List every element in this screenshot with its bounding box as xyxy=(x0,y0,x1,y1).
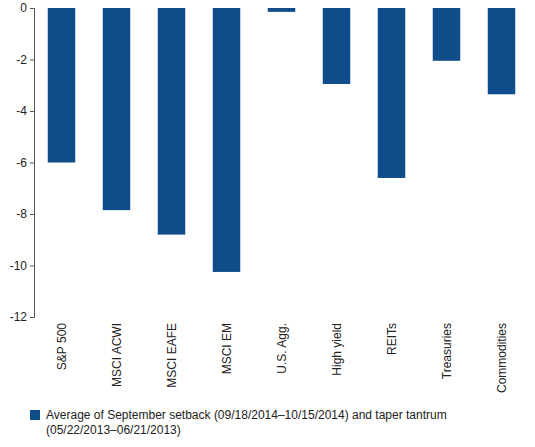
tick-label: S&P 500 xyxy=(55,323,69,370)
bar xyxy=(378,8,406,178)
tick: -2 xyxy=(16,53,34,67)
x-axis: S&P 500 MSCI ACWI MSCI EAFE MSCI EM U.S. Agg… xyxy=(55,317,509,393)
plot: 0 -2 -4 -6 -8 -10 -12 S&P 500 MSCI ACWI MSCI EAFE… xyxy=(10,1,516,393)
bar xyxy=(323,8,351,84)
tick-label: -2 xyxy=(16,53,27,67)
tick: S&P 500 xyxy=(55,317,69,370)
bar xyxy=(488,8,516,94)
bar xyxy=(158,8,186,235)
y-axis: 0 -2 -4 -6 -8 -10 -12 xyxy=(10,1,35,324)
bar xyxy=(48,8,76,163)
tick: U.S. Agg. xyxy=(275,317,289,374)
legend-label: Average of September setback (09/18/2014… xyxy=(46,408,470,438)
tick-mark xyxy=(30,8,34,9)
tick: -4 xyxy=(16,104,34,118)
tick: -6 xyxy=(16,156,34,170)
tick: High yield xyxy=(330,317,344,376)
tick-label: U.S. Agg. xyxy=(275,323,289,374)
tick-label: MSCI ACWI xyxy=(110,323,124,387)
tick: REITs xyxy=(385,317,399,355)
tick: MSCI EAFE xyxy=(165,317,179,388)
tick-label: Commodities xyxy=(495,323,509,393)
tick-label: -4 xyxy=(16,104,27,118)
tick-mark xyxy=(30,214,34,215)
tick-label: 0 xyxy=(20,1,27,15)
tick: -12 xyxy=(10,310,34,324)
tick-label: -8 xyxy=(16,207,27,221)
bar xyxy=(433,8,461,61)
tick-mark xyxy=(30,317,34,318)
tick-label: MSCI EM xyxy=(220,323,234,374)
bars xyxy=(48,8,516,272)
bar xyxy=(213,8,241,272)
legend: Average of September setback (09/18/2014… xyxy=(30,408,470,438)
tick-label: High yield xyxy=(330,323,344,376)
tick-mark xyxy=(30,163,34,164)
tick: MSCI ACWI xyxy=(110,317,124,387)
tick: -8 xyxy=(16,207,34,221)
tick-label: -12 xyxy=(10,310,28,324)
tick-label: MSCI EAFE xyxy=(165,323,179,388)
tick: Treasuries xyxy=(440,317,454,379)
tick-mark xyxy=(30,111,34,112)
bar xyxy=(268,8,296,12)
tick: MSCI EM xyxy=(220,317,234,374)
tick-mark xyxy=(30,266,34,267)
tick: Commodities xyxy=(495,317,509,393)
tick-label: -10 xyxy=(10,259,28,273)
tick: -10 xyxy=(10,259,34,273)
bar xyxy=(103,8,131,210)
chart: 0 -2 -4 -6 -8 -10 -12 S&P 500 MSCI ACWI MSCI EAFE… xyxy=(0,0,535,447)
legend-swatch xyxy=(30,410,40,420)
axis-line xyxy=(30,9,35,318)
tick: 0 xyxy=(20,1,34,15)
tick-label: -6 xyxy=(16,156,27,170)
tick-mark xyxy=(30,60,34,61)
tick-label: REITs xyxy=(385,323,399,355)
tick-label: Treasuries xyxy=(440,323,454,379)
